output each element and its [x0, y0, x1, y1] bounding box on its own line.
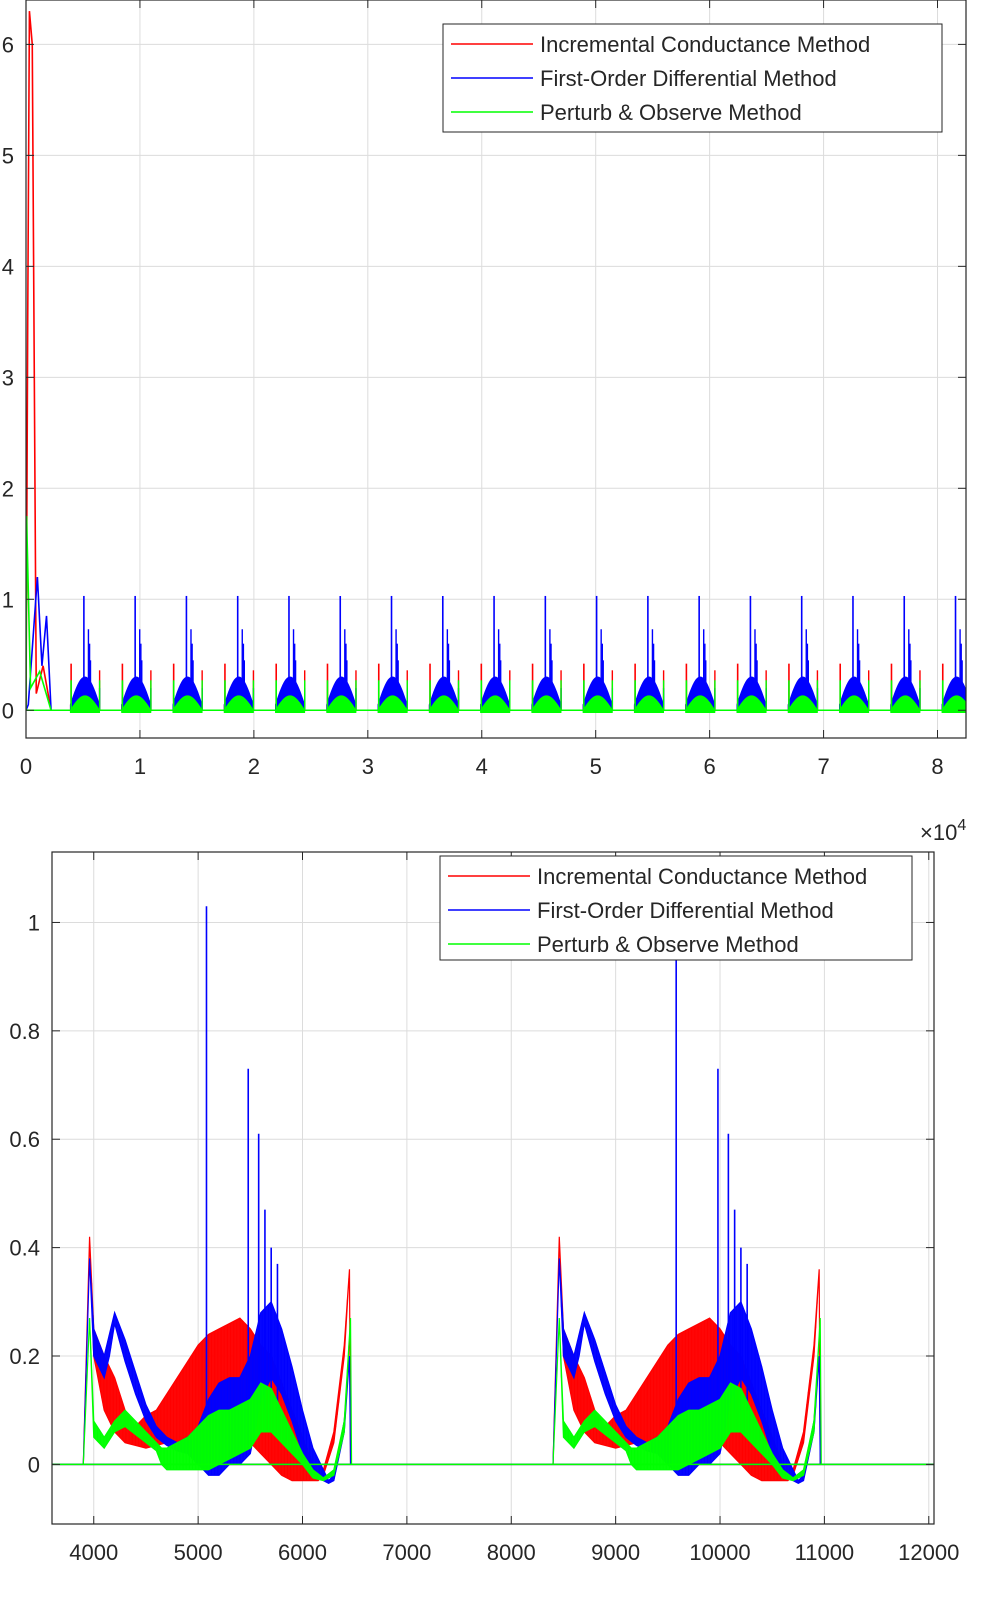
- top-x-tick-label: 5: [590, 754, 602, 779]
- bottom-y-tick-label: 0.4: [9, 1236, 40, 1261]
- bottom-x-tick-label: 7000: [382, 1540, 431, 1565]
- series-first_order: [26, 577, 966, 712]
- bottom-chart: 4000 5000 6000 7000 8000 9000 10000 11000 12000 0…: [9, 851, 959, 1565]
- top-chart-legend: Incremental Conductance Method First-Orde…: [442, 23, 943, 133]
- top-y-tick-label: 4: [2, 254, 14, 279]
- top-chart: 0 1 2 3 4 5 6 7 8 0 1 2 3 4 5 6 Incremental Conductance…: [2, 0, 967, 845]
- bottom-x-tick-label: 8000: [487, 1540, 536, 1565]
- bottom-chart-legend: Incremental Conductance Method First-Orde…: [439, 855, 913, 961]
- series-cycle-band: [326, 695, 357, 713]
- x-exponent-power: 4: [957, 817, 966, 834]
- series-cycle-band: [685, 695, 716, 713]
- top-y-tick-label: 5: [2, 143, 14, 168]
- bottom-chart-plot-area: [52, 906, 934, 1485]
- bottom-x-tick-label: 12000: [898, 1540, 959, 1565]
- series-perturb: [52, 1318, 934, 1482]
- top-x-tick-label: 2: [248, 754, 260, 779]
- top-x-tick-label: 4: [476, 754, 488, 779]
- series-cycle-band: [121, 695, 152, 713]
- series-cycle-band: [531, 695, 562, 713]
- bottom-x-tick-label: 10000: [689, 1540, 750, 1565]
- series-cycle-band: [582, 695, 613, 713]
- top-x-tick-label: 0: [20, 754, 32, 779]
- top-chart-x-exponent-label: ×104: [920, 817, 966, 845]
- x-exponent-base: ×10: [920, 820, 957, 845]
- top-chart-plot-area: [26, 11, 966, 713]
- series-cycle-band: [223, 695, 254, 713]
- series-startup-line: [26, 577, 52, 711]
- bottom-legend-label: First-Order Differential Method: [537, 898, 834, 923]
- series-cycle-band: [890, 695, 921, 713]
- top-series-group: [26, 11, 966, 713]
- top-x-tick-label: 7: [817, 754, 829, 779]
- bottom-x-tick-label: 4000: [69, 1540, 118, 1565]
- top-chart-ticks: 0 1 2 3 4 5 6 7 8 0 1 2 3 4 5 6: [2, 0, 966, 779]
- series-cycle-band: [377, 695, 408, 713]
- top-y-tick-label: 3: [2, 365, 14, 390]
- bottom-y-tick-label: 0.8: [9, 1019, 40, 1044]
- top-chart-axes-box: [25, 0, 967, 739]
- series-perturb: [26, 516, 966, 713]
- top-legend-label: First-Order Differential Method: [540, 66, 837, 91]
- bottom-x-tick-label: 6000: [278, 1540, 327, 1565]
- bottom-legend-label: Perturb & Observe Method: [537, 932, 799, 957]
- bottom-y-tick-label: 0.2: [9, 1344, 40, 1369]
- bottom-x-tick-label: 9000: [591, 1540, 640, 1565]
- series-cycle-band: [633, 695, 664, 713]
- series-cycle-band: [941, 695, 966, 713]
- top-y-tick-label: 2: [2, 476, 14, 501]
- bottom-y-tick-label: 1: [28, 910, 40, 935]
- bottom-y-tick-label: 0: [28, 1452, 40, 1477]
- bottom-legend-label: Incremental Conductance Method: [537, 864, 867, 889]
- top-y-tick-label: 1: [2, 587, 14, 612]
- series-cycle-band: [787, 695, 818, 713]
- series-cycle-band: [172, 695, 203, 713]
- top-legend-label: Incremental Conductance Method: [540, 32, 870, 57]
- top-legend-label: Perturb & Observe Method: [540, 100, 802, 125]
- top-x-tick-label: 6: [704, 754, 716, 779]
- series-cycle-band: [428, 695, 459, 713]
- series-cycle-band: [69, 695, 100, 713]
- bottom-series-group: [52, 906, 934, 1485]
- series-cycle-band: [839, 695, 870, 713]
- bottom-chart-ticks: 4000 5000 6000 7000 8000 9000 10000 11000 12000 0…: [9, 852, 959, 1565]
- top-x-tick-label: 1: [134, 754, 146, 779]
- top-y-tick-label: 0: [2, 698, 14, 723]
- bottom-y-tick-label: 0.6: [9, 1127, 40, 1152]
- top-x-tick-label: 3: [362, 754, 374, 779]
- series-cycle-band: [275, 695, 306, 713]
- bottom-chart-axes-box: [51, 851, 935, 1525]
- series-cycle-band: [736, 695, 767, 713]
- bottom-legend-box: [439, 855, 913, 961]
- series-cycle-band: [480, 695, 511, 713]
- top-x-tick-label: 8: [931, 754, 943, 779]
- bottom-x-tick-label: 11000: [795, 1540, 855, 1565]
- bottom-x-tick-label: 5000: [174, 1540, 223, 1565]
- top-y-tick-label: 6: [2, 32, 14, 57]
